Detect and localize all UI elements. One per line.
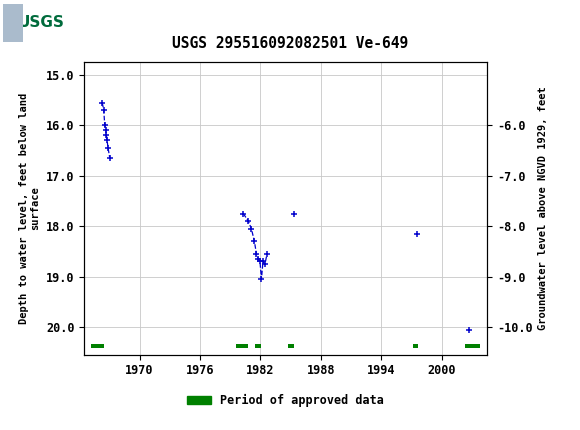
Bar xyxy=(288,344,293,348)
Bar xyxy=(465,344,480,348)
Bar xyxy=(91,344,104,348)
Bar xyxy=(255,344,262,348)
Text: USGS 295516092082501 Ve-649: USGS 295516092082501 Ve-649 xyxy=(172,36,408,51)
Bar xyxy=(236,344,248,348)
Bar xyxy=(412,344,418,348)
Y-axis label: Groundwater level above NGVD 1929, feet: Groundwater level above NGVD 1929, feet xyxy=(538,87,548,330)
Legend: Period of approved data: Period of approved data xyxy=(183,389,389,412)
Bar xyxy=(3,3,23,42)
Y-axis label: Depth to water level, feet below land
surface: Depth to water level, feet below land su… xyxy=(19,93,41,324)
Bar xyxy=(3,3,78,42)
Text: USGS: USGS xyxy=(17,15,64,30)
